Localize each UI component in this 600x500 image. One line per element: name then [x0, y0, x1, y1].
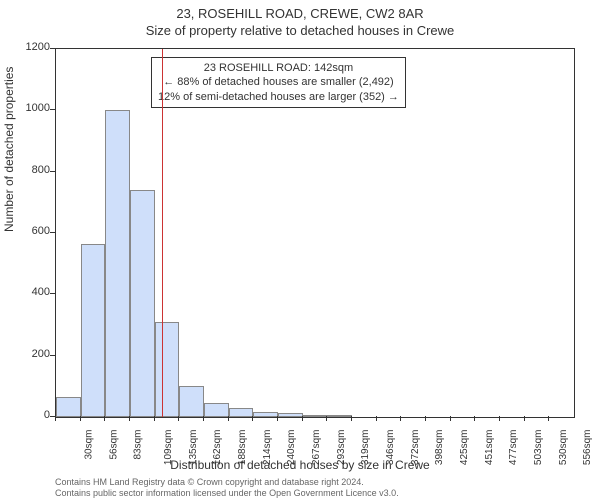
histogram-bar	[81, 244, 106, 417]
x-tick-label: 109sqm	[163, 430, 174, 466]
footer-line2: Contains public sector information licen…	[55, 488, 399, 499]
y-tick-mark	[50, 48, 55, 49]
footer-line1: Contains HM Land Registry data © Crown c…	[55, 477, 399, 488]
y-tick-mark	[50, 355, 55, 356]
x-tick-mark	[252, 416, 253, 421]
x-tick-mark	[302, 416, 303, 421]
histogram-bar	[204, 403, 229, 417]
x-tick-mark	[104, 416, 105, 421]
x-tick-mark	[376, 416, 377, 421]
x-tick-mark	[55, 416, 56, 421]
x-tick-label: 503sqm	[533, 430, 544, 466]
chart-subtitle: Size of property relative to detached ho…	[0, 21, 600, 38]
x-tick-mark	[425, 416, 426, 421]
histogram-bar	[155, 322, 180, 417]
y-tick-label: 1200	[20, 41, 50, 53]
x-tick-mark	[203, 416, 204, 421]
x-tick-mark	[277, 416, 278, 421]
plot-area: 23 ROSEHILL ROAD: 142sqm ← 88% of detach…	[55, 48, 575, 418]
x-tick-mark	[154, 416, 155, 421]
y-tick-label: 0	[20, 409, 50, 421]
histogram-bar	[303, 415, 328, 417]
x-tick-mark	[228, 416, 229, 421]
x-tick-mark	[178, 416, 179, 421]
y-tick-label: 800	[20, 164, 50, 176]
chart-container: 23, ROSEHILL ROAD, CREWE, CW2 8AR Size o…	[0, 0, 600, 500]
y-axis-label: Number of detached properties	[2, 67, 16, 232]
x-tick-mark	[80, 416, 81, 421]
reference-line	[162, 49, 163, 417]
x-tick-label: 293sqm	[336, 430, 347, 466]
x-tick-label: 83sqm	[133, 430, 144, 460]
histogram-bar	[327, 415, 352, 417]
y-tick-mark	[50, 171, 55, 172]
footer: Contains HM Land Registry data © Crown c…	[55, 477, 399, 499]
x-tick-label: 372sqm	[410, 430, 421, 466]
histogram-bar	[130, 190, 155, 417]
x-tick-label: 425sqm	[459, 430, 470, 466]
y-tick-label: 1000	[20, 102, 50, 114]
histogram-bar	[56, 397, 81, 417]
x-tick-mark	[499, 416, 500, 421]
x-tick-mark	[474, 416, 475, 421]
x-tick-label: 30sqm	[84, 430, 95, 460]
x-tick-label: 188sqm	[237, 430, 248, 466]
x-tick-mark	[400, 416, 401, 421]
histogram-bar	[253, 412, 278, 417]
x-tick-label: 451sqm	[484, 430, 495, 466]
y-tick-mark	[50, 293, 55, 294]
histogram-bar	[105, 110, 130, 417]
annotation-line1: 23 ROSEHILL ROAD: 142sqm	[158, 61, 399, 75]
x-tick-mark	[548, 416, 549, 421]
y-tick-label: 200	[20, 348, 50, 360]
annotation-line2: ← 88% of detached houses are smaller (2,…	[158, 75, 399, 89]
histogram-bar	[229, 408, 254, 417]
x-tick-mark	[450, 416, 451, 421]
histogram-bar	[179, 386, 204, 417]
x-tick-label: 319sqm	[360, 430, 371, 466]
y-tick-label: 600	[20, 225, 50, 237]
x-tick-label: 398sqm	[434, 430, 445, 466]
x-tick-mark	[129, 416, 130, 421]
x-tick-label: 556sqm	[582, 430, 593, 466]
histogram-bar	[278, 413, 303, 417]
y-tick-mark	[50, 232, 55, 233]
x-tick-label: 267sqm	[311, 430, 322, 466]
x-tick-mark	[351, 416, 352, 421]
x-tick-mark	[524, 416, 525, 421]
x-tick-label: 477sqm	[508, 430, 519, 466]
x-tick-label: 240sqm	[286, 430, 297, 466]
x-tick-mark	[326, 416, 327, 421]
annotation-box: 23 ROSEHILL ROAD: 142sqm ← 88% of detach…	[151, 57, 406, 108]
annotation-line3: 12% of semi-detached houses are larger (…	[158, 90, 399, 104]
x-tick-label: 162sqm	[212, 430, 223, 466]
x-tick-label: 530sqm	[558, 430, 569, 466]
chart-title: 23, ROSEHILL ROAD, CREWE, CW2 8AR	[0, 0, 600, 21]
y-tick-mark	[50, 109, 55, 110]
x-tick-label: 346sqm	[385, 430, 396, 466]
x-tick-label: 214sqm	[262, 430, 273, 466]
x-tick-label: 56sqm	[108, 430, 119, 460]
x-tick-label: 135sqm	[188, 430, 199, 466]
y-tick-label: 400	[20, 286, 50, 298]
